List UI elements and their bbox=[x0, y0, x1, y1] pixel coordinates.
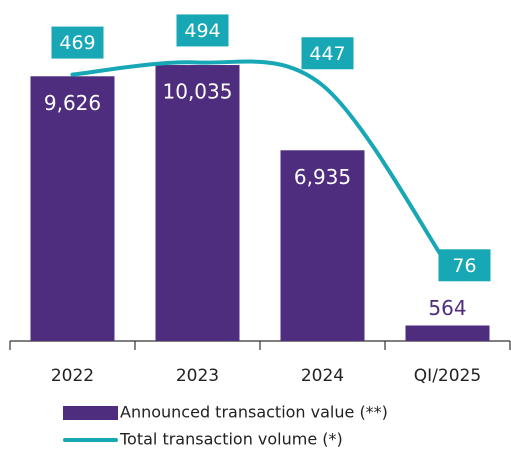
line-value-box bbox=[51, 26, 104, 59]
line-value-box bbox=[176, 14, 229, 47]
x-tick-label: 2023 bbox=[176, 366, 219, 386]
bar-value-label: 9,626 bbox=[44, 91, 101, 115]
bar bbox=[155, 65, 240, 341]
bar bbox=[30, 76, 115, 341]
x-axis-ticks bbox=[9, 341, 511, 350]
bar-value-label: 6,935 bbox=[294, 165, 351, 189]
line-value-label: 469 bbox=[59, 32, 95, 54]
line-value-box bbox=[301, 37, 354, 70]
bar-value-label: 10,035 bbox=[163, 80, 233, 104]
legend-label: Total transaction volume (*) bbox=[119, 430, 343, 449]
x-tick-label: 2024 bbox=[301, 366, 344, 386]
legend-label: Announced transaction value (**) bbox=[120, 403, 388, 422]
bar-value-label: 564 bbox=[428, 296, 466, 320]
bar bbox=[280, 150, 365, 341]
line-value-box bbox=[438, 249, 491, 282]
line-value-label: 76 bbox=[452, 255, 476, 277]
line-value-label: 447 bbox=[309, 43, 345, 65]
line-value-label: 494 bbox=[184, 20, 220, 42]
line bbox=[70, 59, 450, 268]
legend-swatch bbox=[63, 406, 118, 420]
x-tick-label: QI/2025 bbox=[414, 366, 481, 386]
x-tick-label: 2022 bbox=[51, 366, 94, 386]
bar bbox=[405, 325, 490, 341]
